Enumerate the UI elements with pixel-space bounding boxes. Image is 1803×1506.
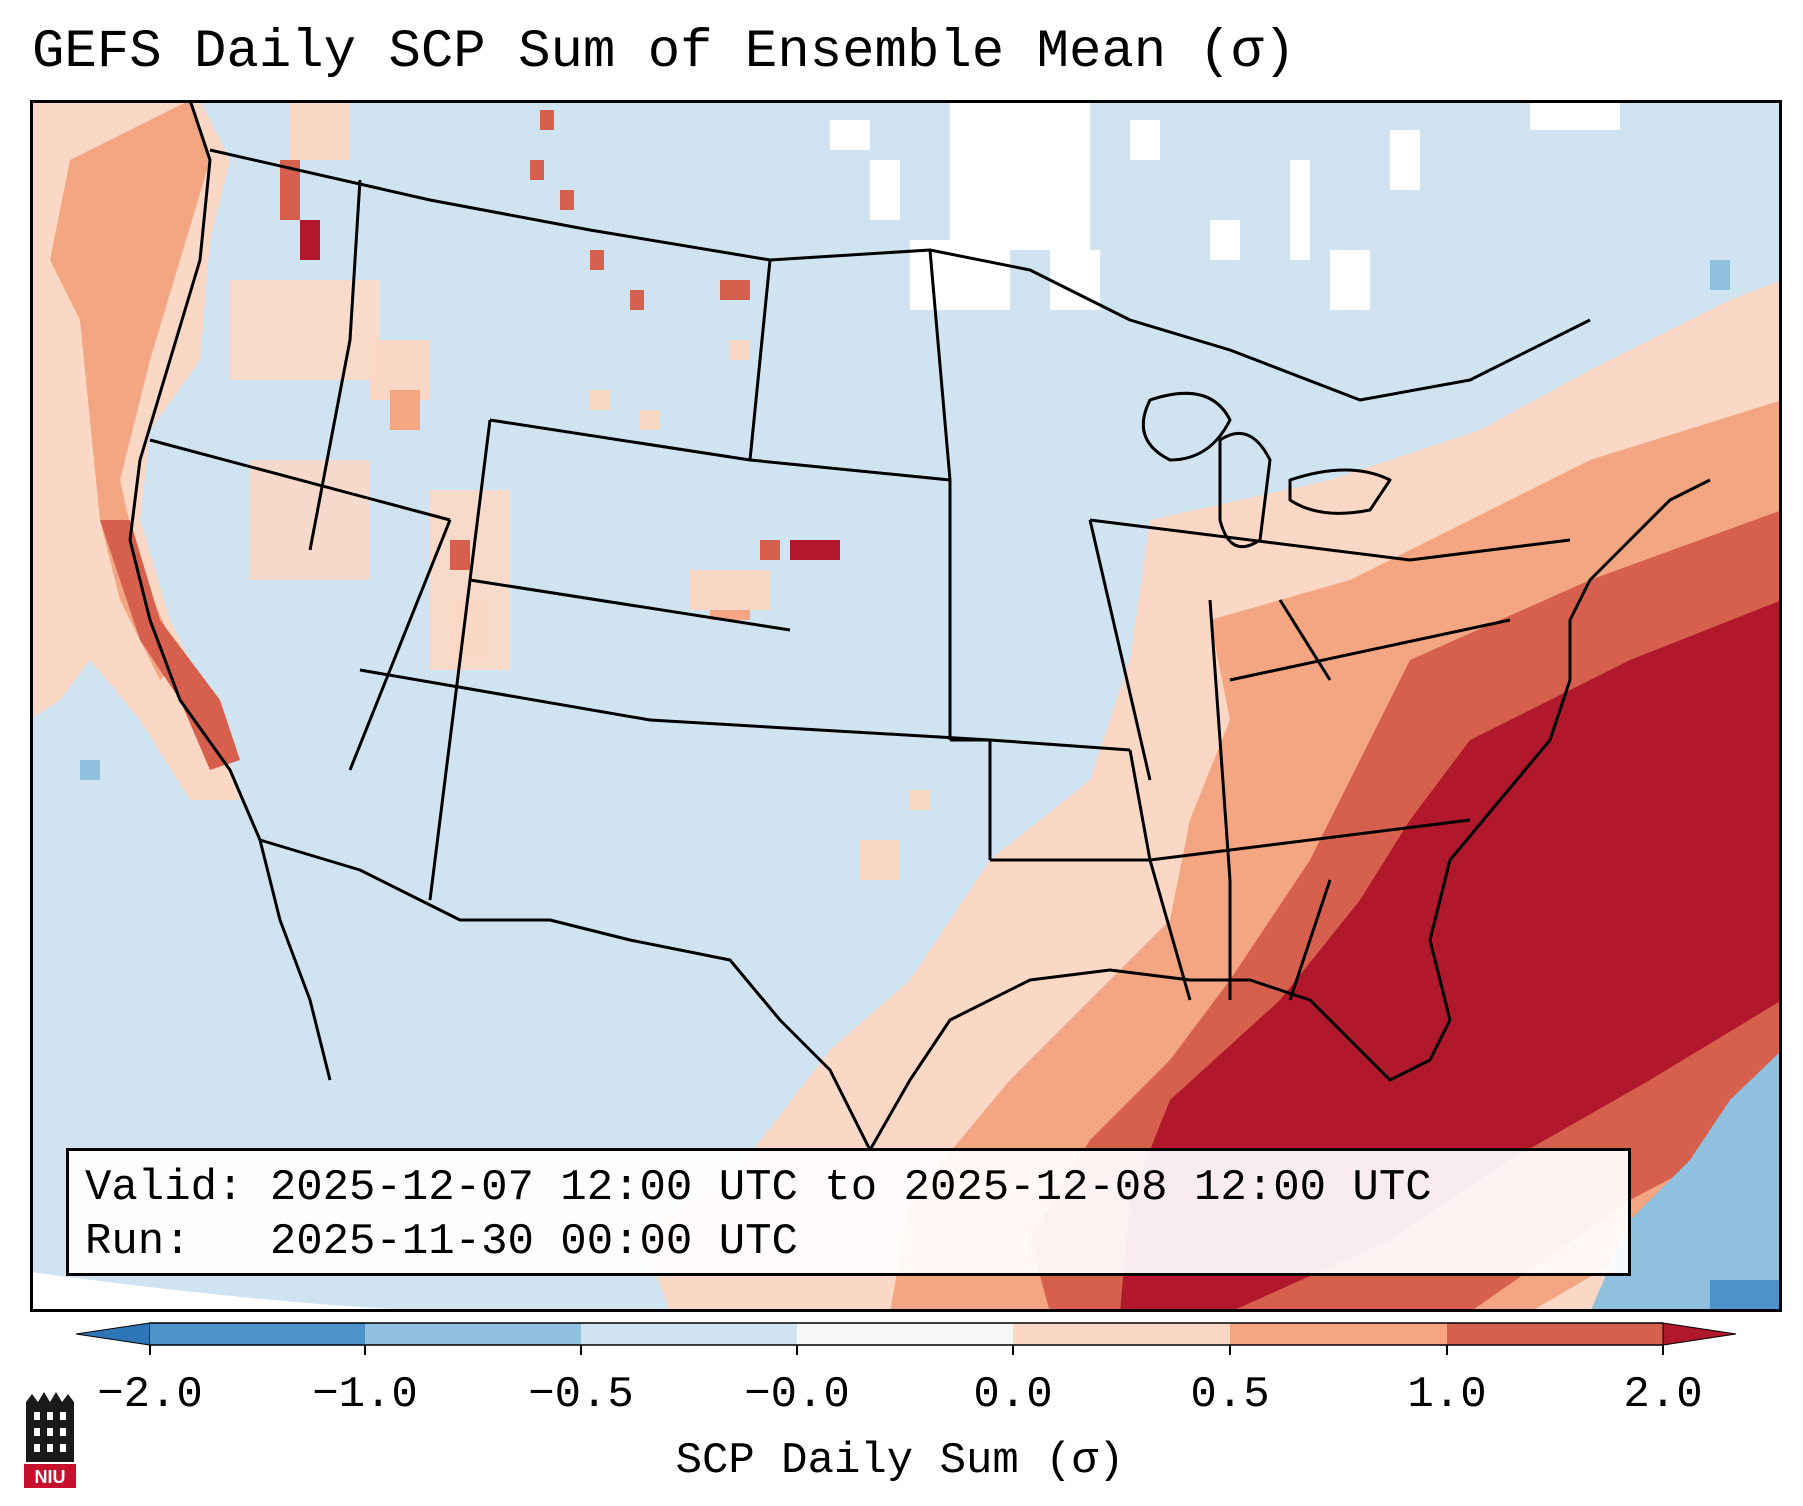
colorbar-bins bbox=[75, 1322, 1737, 1346]
colorbar-tick-label: 1.0 bbox=[1407, 1370, 1486, 1420]
colorbar-outline bbox=[150, 1322, 1663, 1346]
valid-label: Valid: bbox=[85, 1163, 244, 1213]
colorbar-tick-label: −0.0 bbox=[744, 1370, 850, 1420]
colorbar-tick-label: 2.0 bbox=[1623, 1370, 1702, 1420]
southeast-anomaly bbox=[640, 280, 1782, 1312]
colorbar-label: SCP Daily Sum (σ) bbox=[676, 1436, 1125, 1486]
colorbar-bin bbox=[1013, 1323, 1230, 1345]
logo-text: NIU bbox=[35, 1467, 66, 1487]
west-coast-anomaly bbox=[30, 100, 510, 800]
page-title: GEFS Daily SCP Sum of Ensemble Mean (σ) bbox=[32, 22, 1296, 83]
valid-run-info-box: Valid: 2025-12-07 12:00 UTC to 2025-12-0… bbox=[66, 1148, 1631, 1276]
map-panel bbox=[30, 100, 1782, 1312]
projection-edge-left bbox=[30, 1272, 490, 1312]
colorbar-bin bbox=[150, 1323, 365, 1345]
near-zero-patches bbox=[830, 100, 1620, 310]
colorbar-tick-label: −0.5 bbox=[528, 1370, 634, 1420]
run-label: Run: bbox=[85, 1217, 191, 1267]
colorbar-bin bbox=[797, 1323, 1013, 1345]
map-frame bbox=[30, 100, 1782, 1312]
scp-map bbox=[30, 100, 1782, 1312]
colorbar-bin bbox=[1230, 1323, 1447, 1345]
colorbar-bin bbox=[581, 1323, 797, 1345]
colorbar-ticks: −2.0 −1.0 −0.5 −0.0 0.0 0.5 1.0 2.0 bbox=[97, 1345, 1703, 1420]
colorbar-extend-low bbox=[75, 1322, 151, 1346]
caribbean-anomaly bbox=[80, 260, 1782, 1312]
boundaries bbox=[128, 100, 1711, 1151]
colorbar-bin bbox=[365, 1323, 581, 1345]
colorbar-tick-label: −2.0 bbox=[97, 1370, 203, 1420]
colorbar-bin bbox=[1447, 1323, 1663, 1345]
valid-value: 2025-12-07 12:00 UTC to 2025-12-08 12:00… bbox=[269, 1163, 1432, 1213]
colorbar-tick-label: 0.0 bbox=[973, 1370, 1052, 1420]
scattered-light-anomaly bbox=[590, 340, 930, 880]
colorbar-tick-label: −1.0 bbox=[312, 1370, 418, 1420]
run-value: 2025-11-30 00:00 UTC bbox=[269, 1217, 798, 1267]
colorbar-tick-label: 0.5 bbox=[1190, 1370, 1269, 1420]
colorbar-extend-high bbox=[1662, 1322, 1737, 1346]
colorbar: −2.0 −1.0 −0.5 −0.0 0.0 0.5 1.0 2.0 SCP Daily S… bbox=[75, 1322, 1737, 1486]
niu-logo-icon: NIU bbox=[24, 1392, 76, 1488]
